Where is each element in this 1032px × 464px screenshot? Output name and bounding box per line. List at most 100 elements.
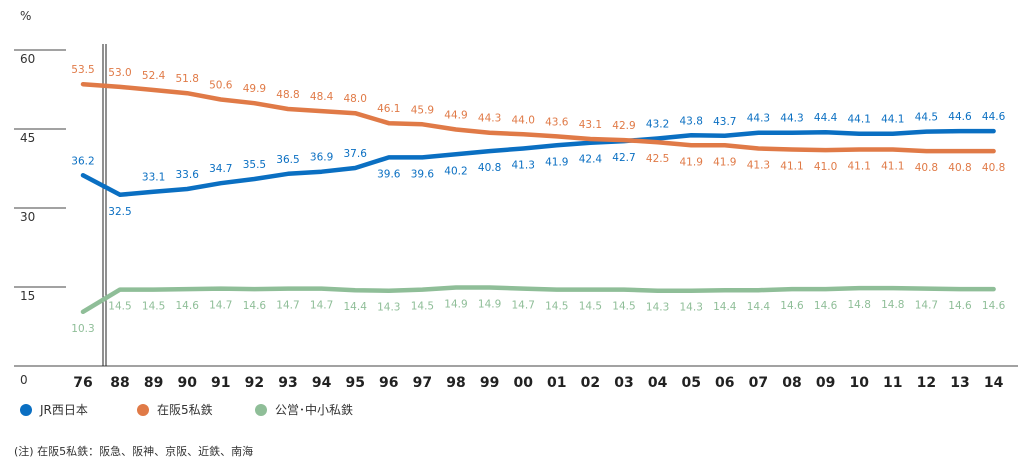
- data-label: 40.8: [982, 162, 1005, 174]
- data-label: 44.3: [780, 113, 803, 125]
- data-label: 43.7: [713, 116, 736, 128]
- data-label: 43.6: [545, 116, 569, 128]
- data-label: 43.8: [680, 115, 703, 127]
- y-gridlines: [14, 49, 66, 288]
- x-tick-label: 01: [547, 375, 566, 391]
- x-tick-label: 00: [513, 375, 533, 391]
- x-tick-label: 12: [917, 375, 936, 391]
- data-label: 53.5: [71, 64, 94, 76]
- x-tick-label: 07: [749, 375, 768, 391]
- series-lines: [80, 81, 996, 315]
- data-label: 14.5: [579, 301, 602, 313]
- data-label: 14.6: [243, 300, 267, 312]
- data-label: 36.2: [71, 155, 94, 167]
- y-tick-label: 60: [20, 52, 35, 66]
- x-tick-label: 10: [849, 375, 869, 391]
- data-label: 44.4: [814, 112, 838, 124]
- data-label: 44.3: [478, 113, 501, 125]
- x-tick-label: 14: [984, 375, 1004, 391]
- x-tick-label: 92: [245, 375, 264, 391]
- x-tick-label: 91: [211, 375, 230, 391]
- x-tick-label: 96: [379, 375, 398, 391]
- x-tick-label: 03: [614, 375, 633, 391]
- x-tick-label: 88: [110, 375, 129, 391]
- data-label: 10.3: [71, 323, 94, 335]
- y-tick-label: 45: [20, 131, 35, 145]
- legend-marker: [255, 404, 267, 416]
- legend-label: 在阪5私鉄: [157, 402, 213, 417]
- data-label: 14.5: [142, 301, 165, 313]
- data-label: 14.9: [444, 299, 467, 311]
- data-label: 53.0: [108, 67, 131, 79]
- data-label: 42.4: [579, 154, 603, 166]
- footnote: (注) 在阪5私鉄：阪急、阪神、京阪、近鉄、南海: [14, 444, 253, 458]
- legend-label: JR西日本: [39, 403, 88, 417]
- data-label: 44.6: [982, 111, 1006, 123]
- data-label: 41.3: [747, 159, 770, 171]
- data-label: 33.1: [142, 172, 165, 184]
- data-label: 33.6: [176, 169, 200, 181]
- data-label: 48.4: [310, 91, 334, 103]
- x-tick-label: 06: [715, 375, 734, 391]
- data-label: 41.9: [545, 156, 568, 168]
- x-tick-label: 97: [413, 375, 432, 391]
- data-label: 45.9: [411, 104, 434, 116]
- data-label: 44.9: [444, 110, 467, 122]
- data-label: 41.9: [680, 156, 703, 168]
- data-label: 44.6: [948, 111, 972, 123]
- data-label: 14.5: [108, 301, 131, 313]
- data-label: 44.5: [915, 112, 938, 124]
- legend-label: 公営･中小私鉄: [275, 402, 353, 417]
- data-label: 40.8: [478, 162, 501, 174]
- data-label: 41.1: [848, 161, 871, 173]
- x-tick-label: 02: [581, 375, 600, 391]
- data-label: 40.8: [948, 162, 971, 174]
- data-label: 14.9: [478, 299, 501, 311]
- legend-marker: [137, 404, 149, 416]
- data-label: 42.9: [612, 120, 635, 132]
- x-tick-label: 08: [782, 375, 801, 391]
- legend: JR西日本 在阪5私鉄 公営･中小私鉄: [20, 402, 353, 417]
- data-label: 48.8: [276, 89, 299, 101]
- series-line: [80, 81, 996, 154]
- data-label: 14.3: [680, 302, 703, 314]
- data-label: 34.7: [209, 163, 232, 175]
- series-line: [80, 285, 996, 315]
- data-label: 44.3: [747, 113, 770, 125]
- x-tick-label: 76: [73, 375, 92, 391]
- data-label: 14.6: [814, 300, 838, 312]
- data-label: 41.1: [780, 161, 803, 173]
- data-label: 50.6: [209, 80, 233, 92]
- x-tick-label: 13: [950, 375, 969, 391]
- data-labels: 53.5 36.2 10.3 53.0 32.5 14.5 52.4 33.1 14.5 51.8…: [71, 64, 1005, 335]
- data-label: 44.1: [848, 114, 871, 126]
- data-label: 40.8: [915, 162, 938, 174]
- x-tick-label: 11: [883, 375, 902, 391]
- data-label: 48.0: [344, 93, 367, 105]
- data-label: 14.4: [344, 301, 368, 313]
- x-tick-label: 09: [816, 375, 835, 391]
- data-label: 42.5: [646, 153, 669, 165]
- x-tick-label: 99: [480, 375, 499, 391]
- data-label: 14.7: [915, 300, 938, 312]
- data-label: 14.5: [612, 301, 635, 313]
- data-label: 14.3: [646, 302, 669, 314]
- data-label: 41.0: [814, 161, 837, 173]
- data-label: 14.6: [948, 300, 972, 312]
- y-tick-labels: 15 30 45 60 0: [20, 52, 35, 387]
- data-label: 32.5: [108, 206, 131, 218]
- data-label: 14.7: [276, 300, 299, 312]
- x-tick-label: 90: [177, 375, 197, 391]
- x-tick-label: 95: [345, 375, 364, 391]
- data-label: 35.5: [243, 159, 266, 171]
- data-label: 14.7: [310, 300, 333, 312]
- data-label: 42.7: [612, 152, 635, 164]
- x-tick-label: 89: [144, 375, 163, 391]
- x-tick-label: 93: [278, 375, 297, 391]
- data-label: 44.1: [881, 114, 904, 126]
- data-label: 14.3: [377, 302, 400, 314]
- x-tick-label: 98: [446, 375, 465, 391]
- y-tick-label: 30: [20, 210, 35, 224]
- data-label: 36.9: [310, 152, 333, 164]
